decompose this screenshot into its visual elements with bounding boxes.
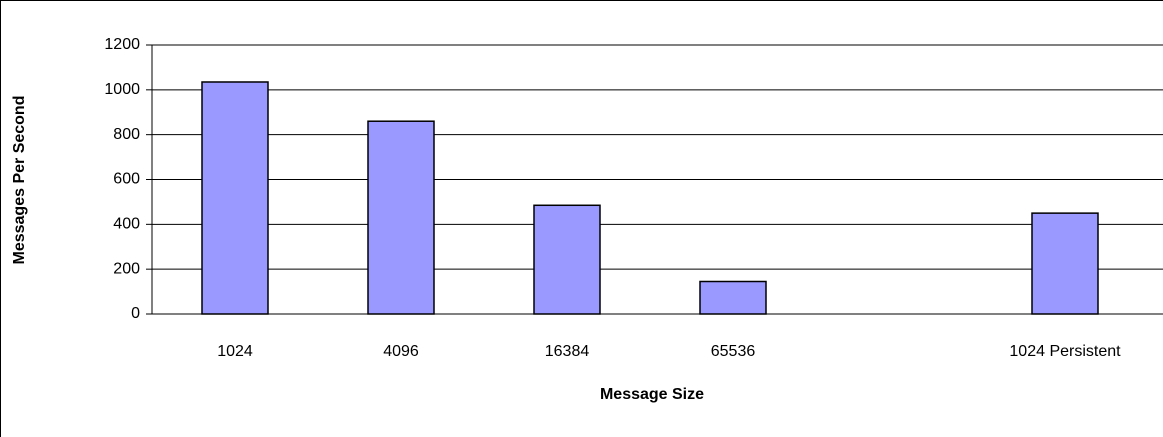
y-tick-label: 0	[131, 305, 140, 322]
x-tick-label: 16384	[545, 343, 590, 360]
y-tick-label: 1200	[104, 36, 140, 53]
y-tick-label: 1000	[104, 81, 140, 98]
x-tick-label: 1024 Persistent	[1009, 343, 1121, 360]
bar	[699, 280, 767, 315]
y-tick-label: 200	[113, 260, 140, 277]
x-tick-label: 4096	[383, 343, 419, 360]
x-tick-label: 1024	[217, 343, 253, 360]
bar	[367, 120, 435, 315]
bar	[1031, 212, 1099, 315]
bar	[533, 204, 601, 315]
y-tick-label: 800	[113, 126, 140, 143]
bar	[201, 81, 269, 315]
x-axis-title: Message Size	[600, 386, 704, 403]
y-tick-label: 400	[113, 216, 140, 233]
y-axis-title: Messages Per Second	[11, 96, 28, 265]
x-tick-label: 65536	[711, 343, 756, 360]
y-tick-label: 600	[113, 171, 140, 188]
